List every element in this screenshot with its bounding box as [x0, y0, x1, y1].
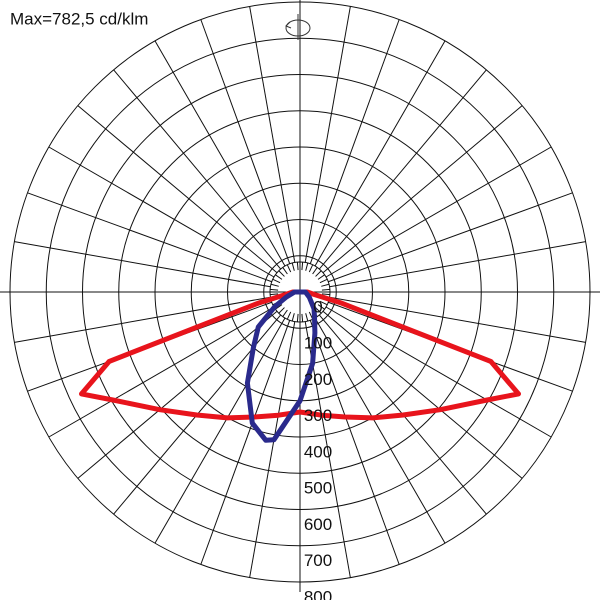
short-spoke	[278, 307, 285, 314]
short-spoke	[278, 270, 285, 277]
spoke	[322, 105, 523, 274]
spoke	[113, 69, 282, 270]
short-spoke	[296, 262, 299, 271]
spoke	[77, 105, 278, 274]
spoke	[322, 310, 523, 479]
short-spoke	[317, 304, 325, 310]
spoke	[325, 306, 552, 438]
short-spoke	[291, 262, 295, 271]
spoke	[249, 6, 296, 263]
labels: 0 100 200 300 400 500 600 700 800	[304, 297, 332, 600]
r-tick-label: 500	[304, 479, 332, 498]
short-spoke	[305, 262, 309, 271]
short-spoke	[321, 293, 330, 296]
short-spoke	[270, 293, 279, 296]
short-spoke	[286, 264, 292, 273]
short-spoke	[315, 307, 322, 314]
short-spoke	[305, 313, 309, 322]
short-spoke	[301, 262, 304, 271]
spoke	[14, 241, 271, 288]
curves	[79, 289, 521, 443]
spoke	[314, 40, 446, 267]
spoke	[200, 19, 291, 264]
spoke	[154, 40, 286, 267]
spoke	[309, 19, 400, 264]
spoke	[329, 296, 586, 343]
r-tick-label: 200	[304, 370, 332, 389]
spoke	[314, 317, 446, 544]
chart-title: Max=782,5 cd/klm	[10, 9, 148, 28]
spoke	[249, 321, 296, 578]
spoke	[48, 306, 275, 438]
short-spoke	[317, 274, 325, 280]
short-spoke	[270, 283, 279, 287]
short-spoke	[319, 278, 328, 284]
ring	[9, 1, 591, 583]
short-spoke	[270, 288, 279, 291]
spoke	[200, 320, 291, 565]
short-spoke	[282, 267, 288, 275]
short-spoke	[321, 288, 330, 291]
rotation-icon	[285, 14, 311, 40]
ring	[118, 110, 482, 474]
intensity-curve	[79, 289, 521, 421]
spoke	[154, 317, 286, 544]
short-spoke	[308, 264, 314, 273]
ring	[82, 74, 518, 510]
short-spoke	[275, 274, 283, 280]
short-spoke	[291, 313, 295, 322]
r-tick-label: 800	[304, 587, 332, 600]
r-tick-label: 0	[313, 297, 322, 316]
spoke	[328, 192, 573, 283]
r-tick-label: 700	[304, 551, 332, 570]
spoke	[77, 310, 278, 479]
short-spoke	[312, 267, 318, 275]
ring	[227, 219, 373, 365]
r-tick-label: 400	[304, 442, 332, 461]
intensity-curve	[244, 289, 318, 443]
spoke	[318, 69, 487, 270]
r-tick-label: 600	[304, 515, 332, 534]
short-spoke	[321, 283, 330, 287]
ring	[45, 37, 555, 547]
spoke	[48, 146, 275, 278]
r-tick-label: 300	[304, 406, 332, 425]
short-spoke	[272, 278, 281, 284]
short-spoke	[315, 270, 322, 277]
short-spoke	[286, 311, 292, 320]
short-spoke	[301, 313, 304, 322]
ring	[263, 255, 337, 329]
short-spoke	[282, 309, 288, 317]
spoke	[309, 320, 400, 565]
spoke	[27, 192, 272, 283]
spoke	[14, 296, 271, 343]
short-spoke	[296, 313, 299, 322]
spoke	[325, 146, 552, 278]
r-tick-label: 100	[304, 334, 332, 353]
spoke	[329, 241, 586, 288]
spoke	[304, 6, 351, 263]
ring	[154, 146, 446, 438]
short-spoke	[319, 300, 328, 306]
